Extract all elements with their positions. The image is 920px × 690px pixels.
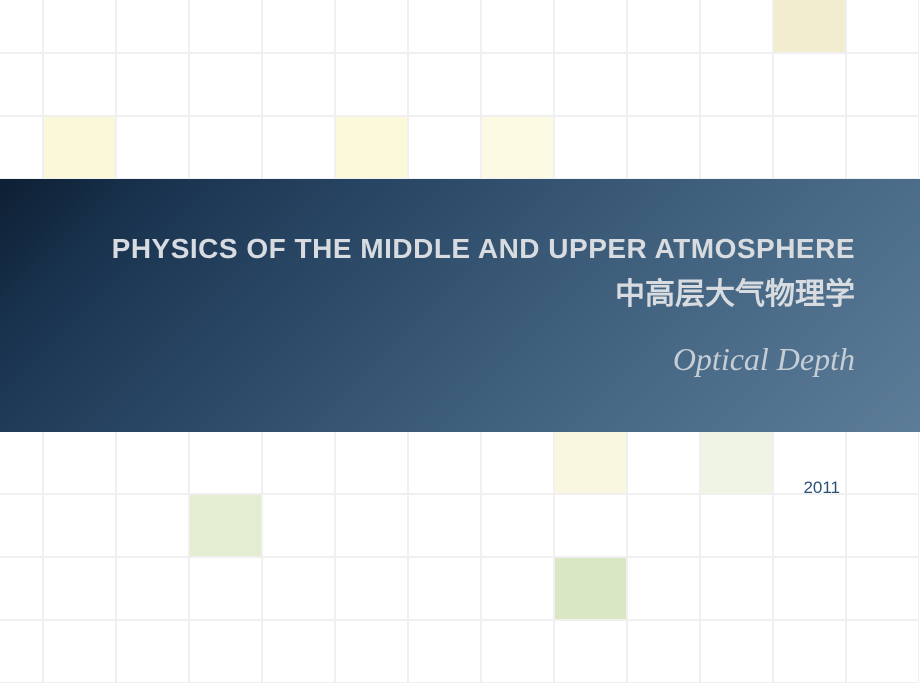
grid-cell (846, 53, 919, 116)
grid-cell (262, 431, 335, 494)
grid-cell (189, 116, 262, 179)
grid-cell (554, 53, 627, 116)
grid-cell (43, 494, 116, 557)
grid-cell (116, 620, 189, 683)
grid-cell (0, 116, 43, 179)
grid-cell (627, 431, 700, 494)
grid-cell (700, 494, 773, 557)
grid-cell (43, 0, 116, 53)
grid-cell (408, 431, 481, 494)
grid-cell (408, 0, 481, 53)
grid-cell (189, 53, 262, 116)
grid-cell (627, 116, 700, 179)
grid-cell (116, 0, 189, 53)
grid-cell (408, 620, 481, 683)
grid-cell (627, 53, 700, 116)
grid-cell (627, 494, 700, 557)
grid-cell (846, 116, 919, 179)
grid-cell (481, 431, 554, 494)
grid-cell (700, 116, 773, 179)
grid-cell (481, 0, 554, 53)
grid-cell (116, 53, 189, 116)
grid-cell (262, 494, 335, 557)
grid-cell (846, 557, 919, 620)
grid-cell (335, 494, 408, 557)
grid-cell (481, 494, 554, 557)
grid-cell (627, 0, 700, 53)
grid-cell (481, 53, 554, 116)
grid-cell (773, 116, 846, 179)
grid-cell (43, 431, 116, 494)
title-band: PHYSICS OF THE MIDDLE AND UPPER ATMOSPHE… (0, 179, 920, 432)
grid-cell (554, 557, 627, 620)
grid-cell (408, 494, 481, 557)
grid-cell (189, 494, 262, 557)
grid-cell (627, 557, 700, 620)
grid-cell (189, 431, 262, 494)
grid-cell (0, 0, 43, 53)
grid-cell (335, 53, 408, 116)
grid-cell (0, 557, 43, 620)
grid-cell (335, 620, 408, 683)
year-text: 2011 (803, 478, 840, 498)
grid-cell (116, 431, 189, 494)
title-chinese: 中高层大气物理学 (0, 269, 855, 313)
grid-cell (481, 116, 554, 179)
grid-cell (554, 0, 627, 53)
grid-cell (335, 0, 408, 53)
grid-cell (773, 494, 846, 557)
grid-cell (262, 53, 335, 116)
grid-cell (481, 620, 554, 683)
grid-cell (262, 557, 335, 620)
grid-cell (627, 620, 700, 683)
grid-cell (773, 53, 846, 116)
grid-cell (189, 620, 262, 683)
grid-cell (773, 620, 846, 683)
title-english: PHYSICS OF THE MIDDLE AND UPPER ATMOSPHE… (0, 233, 855, 265)
grid-cell (116, 557, 189, 620)
grid-cell (0, 494, 43, 557)
subtitle: Optical Depth (0, 341, 855, 378)
grid-cell (116, 494, 189, 557)
grid-cell (116, 116, 189, 179)
grid-cell (700, 0, 773, 53)
grid-cell (43, 557, 116, 620)
grid-cell (335, 557, 408, 620)
grid-cell (846, 620, 919, 683)
grid-cell (481, 557, 554, 620)
grid-cell (43, 620, 116, 683)
grid-cell (554, 494, 627, 557)
grid-cell (700, 431, 773, 494)
grid-cell (700, 557, 773, 620)
grid-cell (43, 53, 116, 116)
grid-cell (846, 494, 919, 557)
grid-cell (554, 431, 627, 494)
grid-cell (408, 557, 481, 620)
grid-cell (554, 620, 627, 683)
grid-cell (554, 116, 627, 179)
grid-cell (189, 557, 262, 620)
grid-cell (408, 53, 481, 116)
grid-cell (846, 0, 919, 53)
grid-cell (43, 116, 116, 179)
grid-cell (0, 620, 43, 683)
grid-cell (700, 620, 773, 683)
grid-cell (700, 53, 773, 116)
grid-cell (335, 116, 408, 179)
grid-cell (408, 116, 481, 179)
grid-cell (773, 0, 846, 53)
grid-cell (0, 431, 43, 494)
grid-cell (773, 557, 846, 620)
grid-cell (262, 620, 335, 683)
grid-cell (335, 431, 408, 494)
grid-cell (189, 0, 262, 53)
grid-cell (262, 0, 335, 53)
grid-cell (846, 431, 919, 494)
grid-cell (0, 53, 43, 116)
grid-cell (262, 116, 335, 179)
